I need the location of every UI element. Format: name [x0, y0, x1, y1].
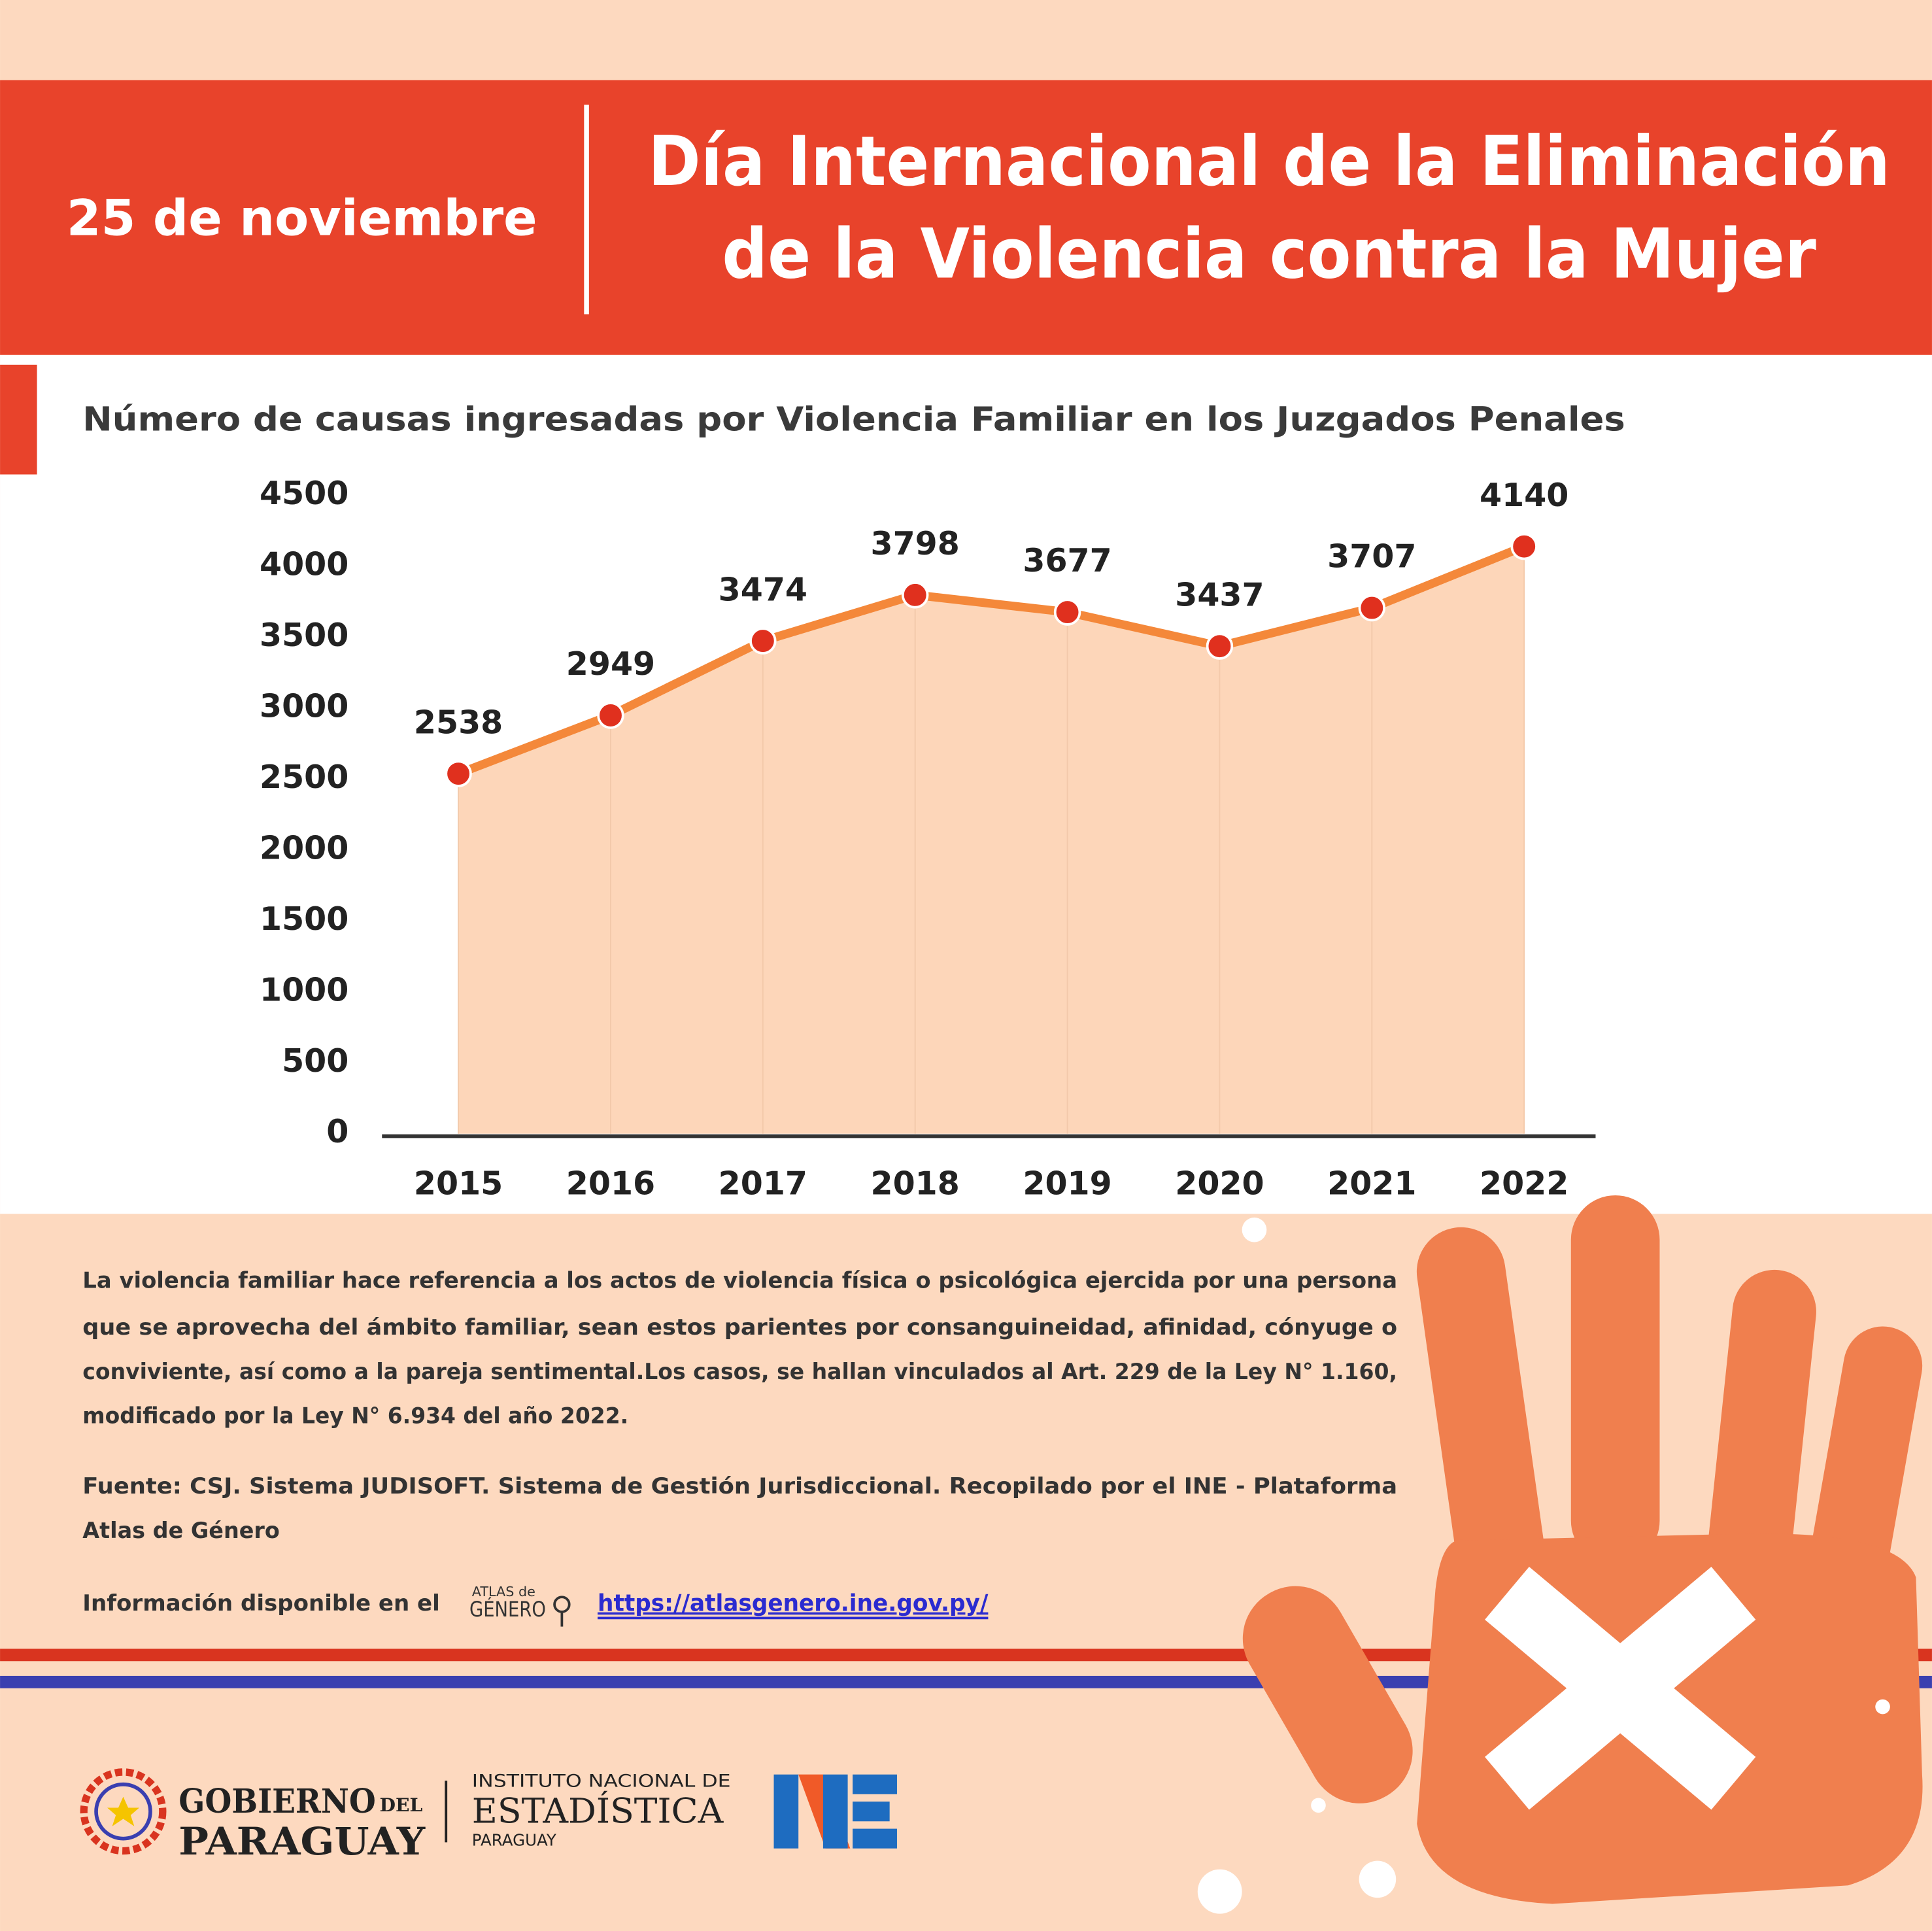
ine-name: INSTITUTO NACIONAL DE — [472, 1771, 731, 1791]
value-label: 3798 — [871, 525, 960, 562]
point — [1053, 598, 1081, 626]
gov-name: PARAGUAY — [178, 1819, 426, 1864]
value-label: 2538 — [414, 704, 503, 741]
paragraph-line: modificado por la Ley N° 6.934 del año 2… — [82, 1403, 628, 1429]
y-tick-label: 4000 — [260, 546, 348, 583]
value-label: 3707 — [1327, 538, 1416, 575]
x-tick-label: 2015 — [414, 1165, 503, 1202]
logo-text: ATLAS de — [472, 1584, 535, 1599]
paragraph-line: que se aprovecha del ámbito familiar, se… — [82, 1314, 1397, 1340]
dots — [1197, 1217, 1890, 1914]
y-tick-label: 1500 — [260, 900, 348, 938]
point — [749, 627, 777, 655]
paragraph-line: conviviente, así como a la pareja sentim… — [82, 1359, 1397, 1384]
link[interactable]: https://atlasgenero.ine.gov.py/ — [598, 1590, 989, 1617]
x-mark — [1485, 1566, 1756, 1810]
y-tick-label: 0 — [326, 1113, 348, 1150]
header-band — [0, 80, 1932, 355]
value-label: 2949 — [566, 645, 655, 683]
value-label: 3437 — [1175, 576, 1264, 613]
point — [1358, 594, 1386, 622]
y-tick-label: 500 — [282, 1042, 348, 1080]
gov-name: GOBIERNO — [178, 1781, 376, 1820]
x-tick-label: 2020 — [1175, 1165, 1264, 1202]
chart-title: Número de causas ingresadas por Violenci… — [82, 400, 1625, 438]
point — [1510, 532, 1538, 560]
logo-text: GÉNERO — [469, 1597, 546, 1622]
x-tick-label: 2021 — [1327, 1165, 1416, 1202]
value-label: 4140 — [1480, 477, 1568, 514]
x-tick-label: 2019 — [1023, 1165, 1111, 1202]
area — [458, 546, 1525, 1134]
x-tick-label: 2018 — [871, 1165, 960, 1202]
y-tick-label: 2500 — [260, 759, 348, 796]
x-tick-label: 2022 — [1480, 1165, 1568, 1202]
value-label: 3474 — [719, 571, 807, 608]
ine-logo — [773, 1774, 897, 1849]
gov-name: DEL — [379, 1794, 422, 1816]
paragraph-line: La violencia familiar hace referencia a … — [82, 1267, 1397, 1293]
point — [1206, 632, 1234, 660]
header-date: 25 de noviembre — [67, 190, 537, 247]
info-prefix: Información disponible en el — [82, 1590, 440, 1616]
point — [445, 760, 472, 787]
accent-bar — [0, 364, 37, 475]
body-text: La violencia familiar hace referencia a … — [82, 1267, 1397, 1616]
source-line: Fuente: CSJ. Sistema JUDISOFT. Sistema d… — [82, 1473, 1397, 1499]
point — [597, 702, 624, 729]
line — [456, 542, 1526, 778]
chart: 0 500 1000 1500 2000 2500 3000 3500 4000 4500 2538… — [260, 475, 1596, 1202]
y-tick-label: 4500 — [260, 475, 348, 512]
point — [901, 581, 929, 609]
x-tick-label: 2017 — [719, 1165, 807, 1202]
header-title: de la Violencia contra la Mujer — [722, 214, 1816, 294]
y-tick-label: 3000 — [260, 687, 348, 725]
x-tick-label: 2016 — [566, 1165, 655, 1202]
ine-name: PARAGUAY — [472, 1830, 556, 1849]
source-line: Atlas de Género — [82, 1518, 280, 1543]
y-tick-label: 2000 — [260, 829, 348, 866]
y-tick-label: 3500 — [260, 617, 348, 654]
gov-logo — [80, 1768, 167, 1855]
header-title: Día Internacional de la Eliminación — [648, 121, 1890, 201]
ine-name: ESTADÍSTICA — [472, 1790, 724, 1831]
value-label: 3677 — [1023, 542, 1111, 579]
y-tick-label: 1000 — [260, 971, 348, 1008]
